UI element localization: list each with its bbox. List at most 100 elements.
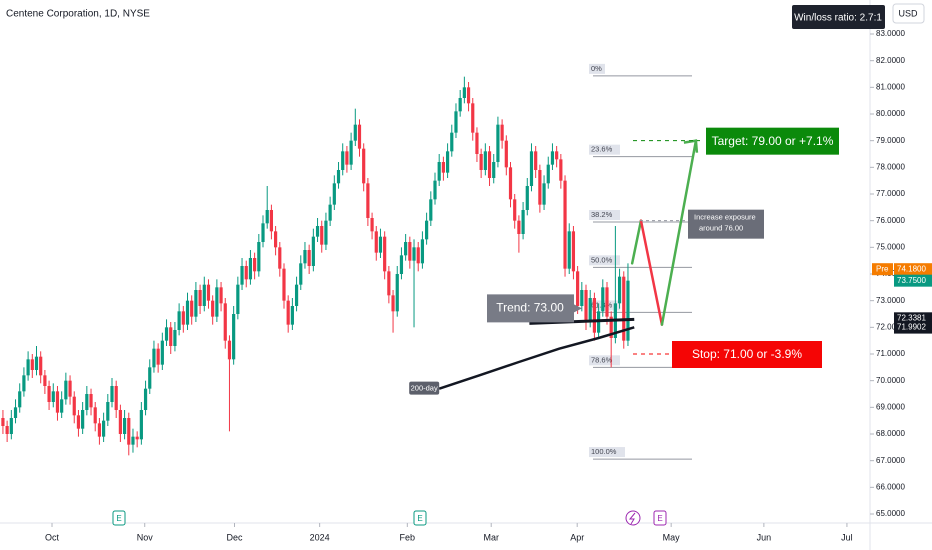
candle-body xyxy=(576,271,580,306)
candle-body xyxy=(60,399,64,413)
candle-body xyxy=(34,356,39,370)
candle-body xyxy=(315,226,320,237)
split-bolt xyxy=(628,512,636,525)
price-tag-label: 74.1800 xyxy=(897,264,926,273)
y-tick-label: 70.0000 xyxy=(876,376,905,385)
candle-body xyxy=(307,250,311,266)
candle-body xyxy=(550,151,555,165)
candle-body xyxy=(345,151,349,165)
candle-body xyxy=(55,391,60,413)
candle-body xyxy=(332,183,336,205)
candle-body xyxy=(273,231,278,248)
candle-body xyxy=(437,162,441,181)
y-tick-label: 69.0000 xyxy=(876,402,905,411)
candle-body xyxy=(328,204,332,221)
projection-leg xyxy=(660,139,698,326)
candle-body xyxy=(462,87,466,98)
candle-body xyxy=(43,375,47,386)
candle-body xyxy=(412,247,416,261)
candle-body xyxy=(521,210,525,234)
x-tick-label: Jun xyxy=(757,532,772,542)
note-box xyxy=(688,209,764,239)
fib-label: 38.2% xyxy=(591,210,613,219)
currency-button[interactable] xyxy=(892,3,925,24)
note-text: Increase exposure xyxy=(694,213,756,222)
candle-body xyxy=(76,415,81,429)
y-tick-label: 73.0000 xyxy=(876,296,905,305)
candle-body xyxy=(555,151,559,160)
candle-body xyxy=(156,348,160,365)
event-label: E xyxy=(417,514,422,523)
candle-body xyxy=(81,410,85,429)
candle-body xyxy=(236,284,240,314)
candle-body xyxy=(265,210,269,224)
y-tick-label: 81.0000 xyxy=(876,82,905,91)
candle-body xyxy=(135,436,139,440)
candle-body xyxy=(194,290,198,317)
projection-arrow xyxy=(683,139,699,153)
candle-body xyxy=(118,410,122,434)
fib-label-box xyxy=(589,300,620,311)
candle-body xyxy=(160,340,164,365)
currency[interactable]: USD xyxy=(898,8,918,18)
candle-body xyxy=(177,311,181,330)
price-tag-label: 72.3381 xyxy=(897,313,926,322)
price-tag xyxy=(894,312,932,325)
candle-body xyxy=(366,183,370,218)
candle-body xyxy=(311,236,315,266)
price-tag xyxy=(894,274,932,287)
candle-body xyxy=(429,199,433,221)
candle-body xyxy=(324,220,328,245)
y-tick-label: 71.0000 xyxy=(876,349,905,358)
candle-body xyxy=(408,242,412,261)
candle-body xyxy=(232,314,236,360)
fib-label: 78.6% xyxy=(591,355,613,364)
candle-body xyxy=(609,316,613,338)
candle-body xyxy=(219,287,223,304)
candle-body xyxy=(240,266,244,285)
y-tick-label: 65.0000 xyxy=(876,509,905,518)
candle-body xyxy=(5,426,9,434)
y-tick-label: 66.0000 xyxy=(876,482,905,491)
split-icon xyxy=(625,510,641,526)
candle-body xyxy=(173,330,177,346)
x-tick-label: Dec xyxy=(226,532,243,542)
candle-body xyxy=(479,154,483,170)
candle-body xyxy=(152,348,156,368)
x-tick-label: Oct xyxy=(45,532,60,542)
x-tick-label: Nov xyxy=(137,532,154,542)
candle-body xyxy=(588,298,592,322)
candle-body xyxy=(9,418,13,434)
candle-body xyxy=(290,306,294,325)
candle-body xyxy=(169,327,173,346)
candle-body xyxy=(294,284,299,306)
candle-body xyxy=(454,111,458,133)
price-tag xyxy=(894,321,932,334)
candle-body xyxy=(122,418,127,434)
trend-box xyxy=(487,294,582,323)
candle-body xyxy=(72,396,76,416)
candle-body xyxy=(542,183,546,205)
event-label: E xyxy=(116,514,121,523)
candle-body xyxy=(496,124,500,162)
candle-body xyxy=(525,186,529,210)
candle-body xyxy=(223,303,227,341)
candle-body xyxy=(13,407,18,418)
target-label: Target: 79.00 or +7.1% xyxy=(712,134,834,148)
fib-label-box xyxy=(589,355,620,366)
x-tick-label: Apr xyxy=(570,532,584,542)
y-tick-label: 75.0000 xyxy=(876,242,905,251)
candle-body xyxy=(559,159,563,181)
price-tag-label: 73.7500 xyxy=(897,276,926,285)
candle-body xyxy=(425,220,429,240)
candle-body xyxy=(374,231,378,253)
candle-body xyxy=(185,300,190,325)
candle-body xyxy=(26,359,30,376)
candle-body xyxy=(131,436,135,445)
candle-body xyxy=(601,287,605,312)
y-tick-label: 78.0000 xyxy=(876,162,905,171)
trend-line xyxy=(529,317,635,325)
candle-body xyxy=(68,380,72,397)
candle-body xyxy=(357,124,362,149)
candle-body xyxy=(458,98,462,112)
